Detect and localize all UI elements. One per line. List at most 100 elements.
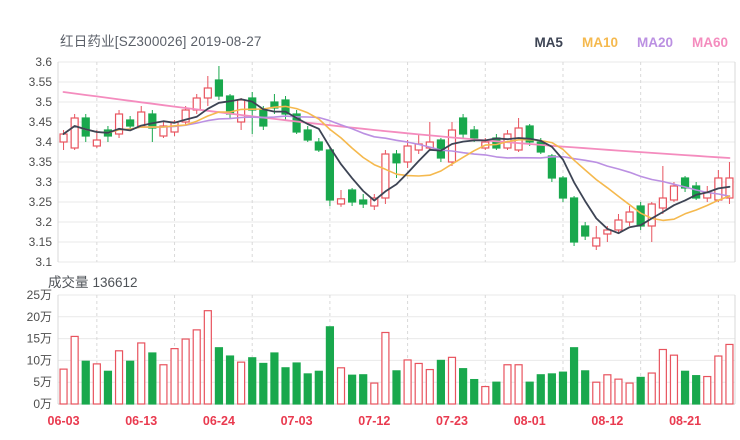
volume-bar [614,378,623,405]
volume-bar [603,374,612,405]
candle-body [359,199,368,205]
price-axis-label: 3.45 [29,115,53,129]
volume-axis-label: 10万 [27,353,52,367]
volume-bar [536,374,545,405]
volume-bar [137,342,146,405]
volume-label: 成交量 [48,275,89,290]
candle-body [592,237,601,247]
candle-body [70,117,79,149]
price-axis-label: 3.55 [29,75,53,89]
volume-bar [70,335,79,405]
volume-bar [481,385,490,405]
volume-bar [281,367,290,405]
volume-bar [692,375,701,405]
volume-axis-labels: 25万 20万 15万 10万 5万 0万 [27,288,52,411]
candle-body [148,113,157,129]
volume-bar [425,368,434,405]
date-axis-label: 07-12 [358,414,390,428]
date-axis-label: 06-13 [125,414,157,428]
volume-bar [314,370,323,405]
legend-item-ma20[interactable]: MA20 [636,35,673,50]
volume-bar [669,354,679,405]
volume-bar [658,348,667,405]
date-axis-label: 08-12 [591,414,623,428]
candle-body [692,185,701,199]
candle-body [181,109,190,123]
volume-bar [348,374,357,405]
volume-bar [581,370,590,405]
volume-bar [680,370,690,405]
candle-body [92,139,101,147]
volume-bar [92,363,101,405]
volume-bar [303,373,312,405]
candle-body [159,125,168,137]
grid-lines [57,61,736,405]
legend-item-ma5[interactable]: MA5 [534,35,563,50]
volume-bar [159,364,168,405]
date-axis-label: 07-23 [436,414,468,428]
candle-body [658,197,667,209]
price-axis-labels: 3.6 3.55 3.5 3.45 3.4 3.35 3.3 3.25 3.2 3.15 3.1 [29,55,53,269]
volume-bar [325,326,335,405]
candle-body [625,211,634,223]
candle-body [292,113,301,133]
candle-body [581,225,590,237]
candle-body [392,153,401,164]
price-axis-label: 3.1 [35,255,52,269]
candle-body [458,117,468,135]
volume-axis-label: 5万 [33,375,52,389]
volume-bar [225,355,235,405]
volume-axis-label: 0万 [33,397,52,411]
volume-bar [81,360,90,405]
candle-body [470,129,479,139]
volume-bar [569,347,579,405]
date-axis-label: 07-03 [281,414,313,428]
volume-axis-label: 15万 [27,332,52,346]
candle-body [370,197,379,207]
date-axis-label: 08-21 [669,414,701,428]
volume-bar [436,359,445,405]
volume-bar [492,381,501,405]
candle-body [203,87,212,99]
volume-bar [447,356,457,405]
legend-item-ma60[interactable]: MA60 [691,35,728,50]
volume-axis-label: 20万 [27,310,52,324]
volume-bar [248,357,257,405]
volume-bar [292,362,301,405]
candle-body [680,177,690,189]
volume-bar [725,343,734,405]
ma5-line [62,98,731,235]
volume-bar [547,373,556,405]
volume-axis-label: 25万 [27,288,52,302]
volume-bar [558,371,568,405]
price-axis-label: 3.35 [29,155,53,169]
candle-body [325,149,335,201]
chart-title: 红日药业[SZ300026] 2019-08-27 [60,34,262,49]
legend-item-ma10[interactable]: MA10 [581,35,618,50]
volume-bar [203,310,212,405]
price-axis-label: 3.15 [29,235,53,249]
candle-body [237,99,246,123]
candle-body [336,198,346,205]
volume-bar [514,364,523,405]
volume-bar [359,374,368,405]
volume-bar [403,359,412,405]
candle-body [403,145,412,163]
volume-bar [703,375,712,405]
volume-bar [181,338,190,405]
ma60-line [62,91,731,159]
volume-bar [126,360,135,405]
volume-bar [592,381,601,405]
price-axis-label: 3.6 [35,55,52,69]
date-axis-labels: 06-03 06-13 06-24 07-03 07-12 07-23 08-01 08-12… [48,414,702,428]
volume-bar [114,350,124,405]
volume-bar [270,352,279,405]
price-axis-label: 3.5 [35,95,52,109]
volume-bar [381,331,390,405]
volume-bar [470,378,479,405]
volume-bar [237,361,246,405]
volume-bar [170,348,179,405]
volume-bar [370,382,379,405]
volume-bar [103,370,113,405]
